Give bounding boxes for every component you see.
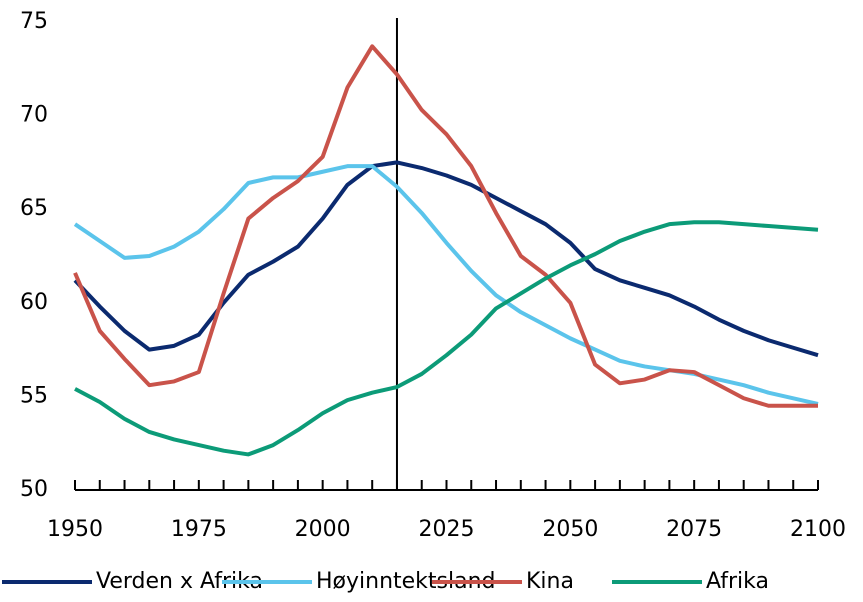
x-tick-label: 2000 (295, 517, 351, 542)
y-tick-label: 55 (20, 383, 48, 408)
y-tick-label: 50 (20, 477, 48, 502)
x-tick-label: 1975 (171, 517, 227, 542)
series-line (73, 164, 819, 406)
series-line (73, 44, 818, 408)
x-tick-label: 1950 (47, 517, 103, 542)
y-tick-label: 65 (20, 196, 48, 221)
legend-label: Kina (526, 569, 574, 594)
x-tick-label: 2100 (790, 517, 846, 542)
y-tick-label: 70 (20, 103, 48, 128)
x-tick-label: 2025 (419, 517, 475, 542)
series-line (73, 160, 819, 358)
legend-label: Afrika (706, 569, 769, 594)
y-tick-label: 60 (20, 290, 48, 315)
x-tick-label: 2050 (542, 517, 598, 542)
y-tick-label: 75 (20, 9, 48, 34)
x-tick-label: 2075 (666, 517, 722, 542)
series-line (74, 220, 819, 457)
